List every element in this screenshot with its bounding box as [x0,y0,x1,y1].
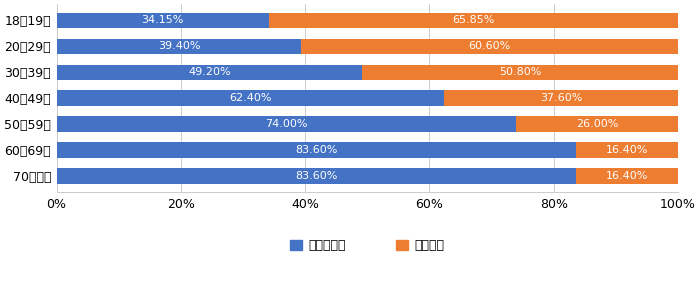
Bar [576,168,678,184]
Bar [444,90,678,106]
Text: 16.40%: 16.40% [606,145,648,155]
Text: 49.20%: 49.20% [188,67,231,77]
Text: 26.00%: 26.00% [576,119,618,129]
Text: 65.85%: 65.85% [452,15,494,25]
Text: 60.60%: 60.60% [468,42,511,52]
Bar [57,142,576,158]
Text: 37.60%: 37.60% [540,93,582,103]
Bar [57,116,517,132]
Bar [57,168,576,184]
Bar [517,116,678,132]
Text: 39.40%: 39.40% [158,42,200,52]
Text: 50.80%: 50.80% [499,67,541,77]
Text: 62.40%: 62.40% [229,93,272,103]
Text: 83.60%: 83.60% [295,145,337,155]
Bar [57,38,302,54]
Bar [57,90,444,106]
Text: 16.40%: 16.40% [606,171,648,181]
Text: 74.00%: 74.00% [265,119,308,129]
Legend: 知っている, 知らない: 知っている, 知らない [285,235,449,257]
Bar [363,65,678,80]
Text: 34.15%: 34.15% [141,15,184,25]
Bar [57,13,269,28]
Bar [576,142,678,158]
Text: 83.60%: 83.60% [295,171,337,181]
Bar [302,38,678,54]
Bar [57,65,363,80]
Bar [269,13,678,28]
